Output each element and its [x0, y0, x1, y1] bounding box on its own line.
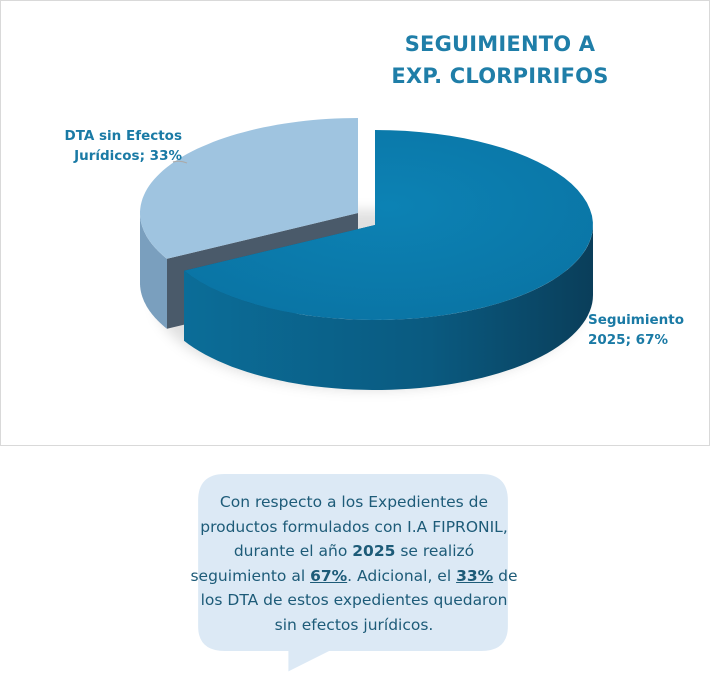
callout-text: Con respecto a los Expedientes de produc…	[188, 490, 520, 637]
data-label-dta: DTA sin Efectos Jurídicos; 33%	[52, 126, 182, 166]
callout-percent-33: 33%	[456, 566, 494, 585]
callout-text-part: de los DTA de estos expedientes quedaron…	[200, 566, 518, 634]
callout-text-part: Con respecto a los Expedientes de produc…	[200, 493, 508, 560]
pie-slice-dta-sin-efectos-jur-dicos	[140, 118, 358, 259]
pie-chart	[140, 118, 593, 390]
chart-title-line2: EXP. CLORPIRIFOS	[391, 64, 609, 88]
chart-title-line1: SEGUIMIENTO A	[404, 32, 596, 56]
callout-shape	[198, 474, 508, 672]
chart-title: SEGUIMIENTO A EXP. CLORPIRIFOS	[360, 28, 640, 92]
callout-percent-67: 67%	[310, 566, 348, 585]
data-label-seguimiento-line1: Seguimiento	[588, 312, 684, 328]
data-label-seguimiento: Seguimiento 2025; 67%	[588, 310, 698, 350]
leader-line	[172, 160, 188, 164]
slice-wall-1	[140, 213, 167, 329]
data-label-dta-line1: DTA sin Efectos	[64, 128, 182, 144]
callout-text-part: se realizó seguimiento al	[190, 542, 475, 585]
callout-year: 2025	[352, 542, 396, 560]
pie-slice-seguimiento-2025	[184, 130, 593, 320]
slice-wall-0	[184, 225, 593, 390]
data-label-dta-line2: Jurídicos; 33%	[74, 148, 182, 164]
data-label-seguimiento-line2: 2025; 67%	[588, 332, 668, 348]
callout-text-part: . Adicional, el	[347, 566, 457, 585]
